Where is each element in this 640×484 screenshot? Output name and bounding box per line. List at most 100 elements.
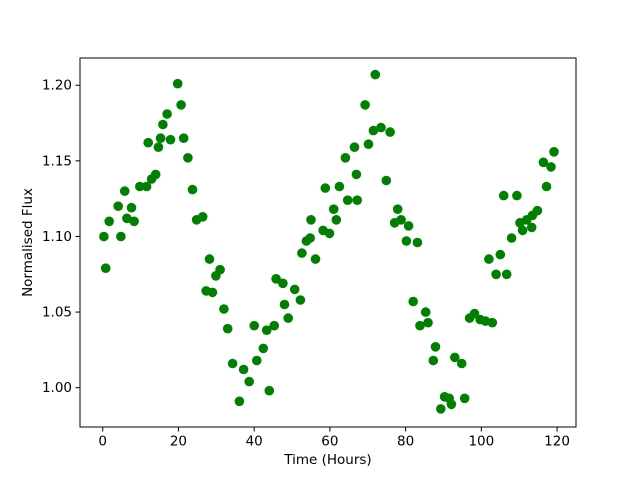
data-point [512, 190, 522, 201]
data-point [238, 364, 249, 375]
data-point [331, 215, 342, 225]
plot-area [80, 58, 576, 427]
axis-ticks: 0 20 40 60 80 100 120 1.00 1.05 1.10 1.15 1.20 [42, 78, 570, 450]
data-point [129, 216, 139, 227]
data-point [116, 231, 126, 242]
data-point [222, 323, 233, 334]
data-point [360, 100, 370, 110]
data-point [491, 269, 501, 280]
data-point [99, 231, 109, 242]
data-point [381, 175, 392, 186]
x-axis-label: Time (Hours) [283, 452, 371, 468]
data-point [279, 299, 290, 310]
data-point [363, 139, 374, 149]
data-point [165, 134, 176, 145]
data-point [396, 215, 406, 225]
data-point [176, 100, 186, 110]
data-point [143, 137, 153, 148]
x-tick-label: 40 [246, 434, 263, 450]
data-point [484, 254, 494, 264]
data-point [428, 355, 439, 366]
data-point [234, 396, 245, 407]
data-point [155, 133, 166, 143]
data-point [340, 153, 351, 163]
data-point [122, 213, 132, 224]
data-point [135, 181, 145, 192]
data-point [385, 127, 395, 137]
data-point [392, 204, 403, 214]
data-point [517, 225, 528, 236]
data-point [264, 385, 275, 396]
data-point [113, 201, 123, 211]
data-point [546, 162, 556, 172]
data-point [126, 202, 137, 213]
data-point [320, 183, 331, 193]
data-point [368, 125, 379, 136]
data-point [526, 222, 537, 233]
y-axis-label: Normalised Flux [20, 188, 36, 297]
data-point [178, 133, 189, 143]
data-point [376, 122, 386, 133]
x-tick-label: 20 [170, 434, 187, 450]
data-point [349, 142, 360, 152]
data-point [450, 352, 460, 363]
data-point [244, 376, 254, 387]
data-point [501, 269, 512, 280]
data-point [269, 320, 280, 331]
x-tick-label: 100 [468, 434, 494, 450]
data-point [187, 184, 198, 195]
data-point [283, 313, 294, 323]
data-point [459, 393, 470, 404]
y-tick-label: 1.15 [42, 153, 72, 169]
data-point [278, 278, 288, 289]
data-point [352, 195, 363, 205]
data-point [532, 205, 543, 216]
data-point [297, 248, 307, 258]
data-point [370, 69, 381, 80]
data-point [104, 216, 114, 227]
data-point [412, 237, 423, 248]
data-point [430, 342, 441, 352]
data-point [351, 169, 362, 180]
data-point [141, 181, 152, 192]
y-tick-label: 1.20 [42, 78, 72, 94]
data-point [158, 119, 168, 130]
data-point [408, 296, 419, 307]
data-point [172, 78, 183, 89]
data-point [100, 263, 111, 274]
data-point [401, 236, 412, 246]
y-tick-label: 1.05 [42, 305, 72, 321]
x-tick-label: 0 [98, 434, 107, 450]
data-point [119, 186, 130, 196]
data-point [305, 233, 316, 243]
data-point [197, 212, 208, 222]
x-tick-label: 120 [544, 434, 570, 450]
data-point [469, 308, 480, 319]
data-point [446, 399, 457, 410]
y-tick-label: 1.00 [42, 380, 72, 396]
data-point [342, 195, 353, 205]
data-point [495, 249, 506, 260]
scatter-points [99, 69, 559, 414]
data-point [310, 254, 321, 264]
data-point [295, 295, 306, 305]
data-point [420, 307, 431, 317]
data-point [289, 284, 300, 295]
data-point [423, 317, 433, 328]
data-point [153, 142, 164, 152]
data-point [258, 343, 269, 354]
axes-spines [79, 57, 577, 428]
data-point [306, 215, 316, 225]
data-point [328, 204, 339, 214]
data-point [150, 169, 161, 180]
data-point [271, 274, 281, 284]
x-tick-label: 80 [397, 434, 414, 450]
data-point [549, 147, 559, 157]
data-point [456, 358, 467, 369]
x-tick-label: 60 [321, 434, 338, 450]
data-point [227, 358, 238, 369]
data-point [219, 304, 229, 314]
data-point [415, 320, 425, 331]
